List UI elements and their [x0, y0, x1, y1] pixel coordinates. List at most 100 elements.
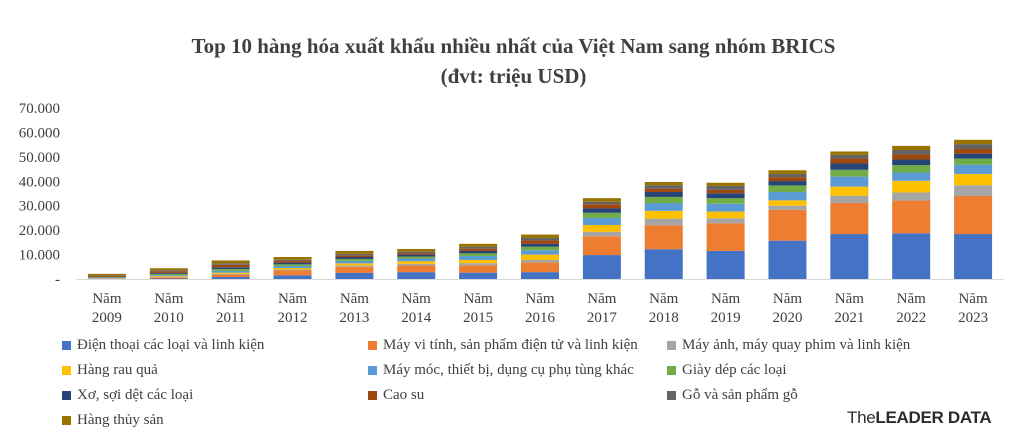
x-tick-label: Năm	[402, 291, 431, 307]
legend-swatch	[62, 416, 71, 425]
legend-label: Hàng rau quả	[77, 362, 158, 378]
bar-segment	[582, 217, 621, 226]
bar-segment	[211, 267, 250, 269]
x-tick-label: 2015	[463, 310, 493, 326]
legend-item: Gỗ và sản phẩm gỗ	[667, 387, 798, 404]
bar-segment	[706, 198, 745, 204]
bar-segment	[521, 240, 559, 244]
y-tick-label: 20.000	[19, 223, 60, 239]
bar-segment	[768, 177, 807, 182]
bar-segment	[459, 243, 498, 247]
bar-segment	[521, 237, 559, 241]
legend-swatch	[62, 341, 71, 350]
bar-segment	[459, 259, 498, 264]
bar-segment	[211, 268, 250, 271]
bar-segment	[211, 263, 250, 265]
x-tick-label: Năm	[649, 291, 678, 307]
y-tick-label: 40.000	[19, 174, 60, 190]
bar-segment	[149, 276, 188, 277]
bar-segment	[830, 163, 869, 170]
bar-segment	[582, 225, 621, 232]
bar-segment	[644, 203, 683, 211]
bar-segment	[768, 200, 807, 206]
bar-segment	[582, 201, 621, 205]
x-tick-label: Năm	[525, 291, 554, 307]
y-tick-label: 50.000	[19, 150, 60, 166]
legend-swatch	[62, 366, 71, 375]
bar-segment	[521, 259, 559, 263]
legend-item: Hàng thủy sản	[62, 412, 164, 429]
bar-segment	[211, 273, 250, 275]
x-tick-label: Năm	[897, 291, 926, 307]
bar-segment	[397, 261, 436, 264]
bar-segment	[335, 253, 374, 256]
bar-segment	[706, 182, 745, 186]
bar-segment	[397, 253, 436, 255]
bar-segment	[954, 164, 993, 174]
bar-segment	[211, 270, 250, 273]
bar-segment	[892, 150, 931, 155]
bar-segment	[335, 255, 374, 258]
bar-segment	[273, 264, 312, 267]
legend-item: Cao su	[368, 387, 424, 404]
bar-segment	[892, 180, 931, 193]
bar-segment	[459, 253, 498, 257]
bar-segment	[459, 272, 498, 279]
x-tick-label: 2023	[958, 310, 988, 326]
x-tick-label: 2022	[896, 310, 926, 326]
bar-segment	[87, 275, 126, 276]
bar-segment	[273, 260, 312, 263]
bar-segment	[87, 273, 126, 276]
y-tick-label: 70.000	[19, 101, 60, 117]
bar-segment	[149, 272, 188, 274]
bar-segment	[830, 151, 869, 155]
bar-segment	[644, 196, 683, 204]
bar-segment	[149, 271, 188, 273]
bar-segment	[149, 268, 188, 271]
x-tick-label: 2014	[401, 310, 432, 326]
bar-segment	[459, 256, 498, 260]
bar-segment	[644, 210, 683, 219]
bar-segment	[892, 233, 931, 279]
brand-logo-part1: The	[847, 408, 876, 427]
bar-segment	[335, 258, 374, 261]
bar-segment	[644, 218, 683, 226]
bar-segment	[706, 218, 745, 224]
bar-segment	[521, 250, 559, 255]
bar-segment	[892, 159, 931, 166]
bar-segment	[954, 139, 993, 145]
x-tick-label: 2012	[278, 310, 308, 326]
bar-segment	[459, 246, 498, 249]
x-tick-label: Năm	[278, 291, 307, 307]
legend-item: Điện thoại các loại và linh kiện	[62, 337, 264, 354]
bar-segment	[211, 264, 250, 268]
x-tick-label: Năm	[92, 291, 121, 307]
x-tick-label: Năm	[340, 291, 369, 307]
bar-segment	[706, 223, 745, 251]
chart-title: Top 10 hàng hóa xuất khẩu nhiều nhất của…	[191, 34, 836, 58]
bar-segment	[273, 266, 312, 268]
bar-segment	[892, 192, 931, 201]
y-tick-label: 10.000	[19, 248, 60, 264]
x-tick-label: Năm	[216, 291, 245, 307]
bar-segment	[706, 250, 745, 279]
legend-swatch	[368, 391, 377, 400]
bar-segment	[768, 185, 807, 193]
legend-label: Máy móc, thiết bị, dụng cụ phụ tùng khác	[383, 362, 634, 378]
legend-swatch	[667, 366, 676, 375]
bar-segment	[892, 172, 931, 181]
bar-segment	[87, 277, 126, 278]
legend-label: Xơ, sợi dệt các loại	[77, 387, 194, 403]
bar-segment	[582, 212, 621, 218]
legend-label: Máy vi tính, sản phẩm điện tử và linh ki…	[383, 337, 638, 353]
bar-segment	[768, 192, 807, 201]
bar-segment	[706, 211, 745, 219]
bar-segment	[273, 275, 312, 279]
bar-segment	[768, 240, 807, 279]
bar-segment	[459, 248, 498, 251]
x-tick-label: Năm	[711, 291, 740, 307]
x-tick-label: 2013	[339, 310, 369, 326]
bar-segment	[830, 169, 869, 177]
bar-segment	[830, 158, 869, 164]
legend-swatch	[667, 341, 676, 350]
